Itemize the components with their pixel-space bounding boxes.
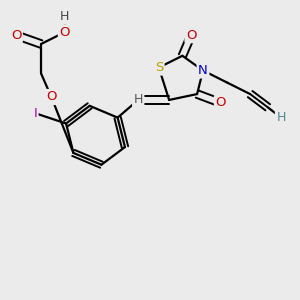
Text: O: O	[186, 29, 196, 42]
Text: O: O	[46, 91, 57, 103]
Text: H: H	[60, 10, 69, 22]
Text: I: I	[33, 107, 37, 120]
Text: H: H	[134, 93, 143, 106]
Text: O: O	[215, 96, 226, 110]
Text: N: N	[198, 64, 208, 77]
Text: S: S	[154, 61, 163, 74]
Text: O: O	[59, 26, 70, 39]
Text: H: H	[276, 111, 286, 124]
Text: O: O	[11, 29, 21, 42]
